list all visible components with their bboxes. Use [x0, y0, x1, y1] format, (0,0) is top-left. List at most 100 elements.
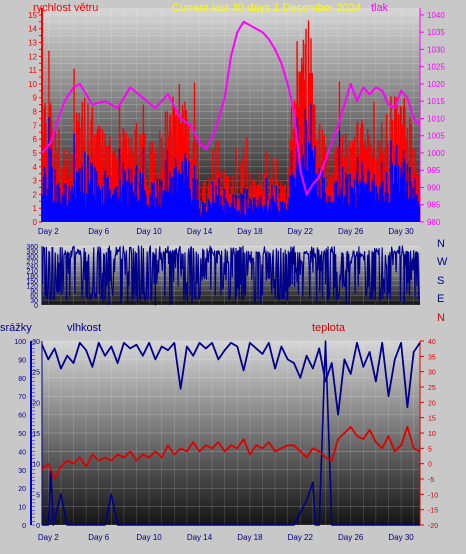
direction-tick-label: 60	[30, 293, 38, 300]
humidity-tick-label: 90	[18, 357, 26, 364]
direction-tick-label: 240	[26, 264, 38, 271]
temperature-tick-label: 25	[428, 385, 436, 392]
direction-tick-label: 300	[26, 254, 38, 261]
page-title: Current last 30 days 1 December 2024	[172, 2, 361, 14]
compass-label: N	[437, 312, 445, 324]
wind-tick-label: 8	[33, 108, 38, 117]
wind-tick-label: 5	[33, 149, 38, 158]
humidity-tick-label: 50	[18, 431, 26, 438]
humidity-tick-label: 30	[18, 468, 26, 475]
pressure-tick-label: 990	[427, 183, 441, 192]
wind-gust-series	[41, 103, 421, 222]
humidity-tick-label: 60	[18, 413, 26, 420]
wind-tick-label: 10	[28, 80, 37, 89]
wind-tick-label: 6	[33, 135, 38, 144]
x-tick-label: Day 22	[288, 533, 314, 542]
temperature-tick-label: 30	[428, 370, 436, 377]
x-tick-label: Day 14	[187, 533, 213, 542]
compass-label: E	[437, 293, 444, 305]
wind-tick-label: 15	[28, 11, 37, 20]
wind-tick-label: 9	[33, 94, 38, 103]
temperature-series	[41, 425, 421, 480]
direction-tick-label: 330	[26, 249, 38, 256]
wind-tick-label: 7	[33, 121, 38, 130]
humidity-tick-label: 0	[22, 523, 26, 530]
rain-tick-label: 20	[32, 400, 40, 407]
temperature-tick-label: -15	[428, 508, 438, 515]
temperature-tick-label: 20	[428, 400, 436, 407]
wind-tick-label: 12	[28, 52, 37, 61]
pressure-series	[41, 20, 421, 196]
pressure-tick-label: 1005	[427, 132, 445, 141]
rain-tick-label: 25	[32, 370, 40, 377]
x-tick-label: Day 26	[338, 227, 364, 236]
rain-tick-label: 5	[36, 492, 40, 499]
pressure-tick-label: 1035	[427, 28, 445, 37]
x-tick-label: Day 14	[187, 227, 213, 236]
temperature-tick-label: -10	[428, 492, 438, 499]
pressure-tick-label: 1015	[427, 97, 445, 106]
wind-tick-label: 2	[33, 190, 38, 199]
temperature-label: teplota	[312, 322, 346, 334]
temperature-tick-label: 15	[428, 416, 436, 423]
temperature-tick-label: 40	[428, 339, 436, 346]
compass-label: W	[437, 256, 448, 268]
x-tick-label: Day 6	[88, 227, 109, 236]
direction-tick-label: 120	[26, 283, 38, 290]
humidity-tick-label: 20	[18, 486, 26, 493]
humidity-series	[41, 341, 421, 416]
compass-label: N	[437, 238, 445, 250]
direction-tick-label: 30	[30, 298, 38, 305]
temperature-tick-label: 5	[428, 446, 432, 453]
pressure-label: tlak	[371, 2, 389, 14]
temperature-tick-label: -20	[428, 523, 438, 530]
rain-tick-label: 10	[32, 462, 40, 469]
direction-tick-label: 270	[26, 259, 38, 266]
x-tick-label: Day 10	[136, 227, 162, 236]
wind-tick-label: 3	[33, 177, 38, 186]
rain-series	[42, 340, 420, 526]
wind-tick-label: 14	[28, 25, 37, 34]
direction-tick-label: 180	[26, 274, 38, 281]
pressure-tick-label: 1025	[427, 63, 445, 72]
humidity-tick-label: 40	[18, 449, 26, 456]
pressure-tick-label: 985	[427, 201, 441, 210]
temperature-tick-label: -5	[428, 477, 434, 484]
x-tick-label: Day 22	[288, 227, 314, 236]
pressure-tick-label: 1030	[427, 45, 445, 54]
direction-tick-label: 150	[26, 278, 38, 285]
x-tick-label: Day 30	[388, 227, 414, 236]
wind-tick-label: 1	[33, 204, 38, 213]
humidity-tick-label: 80	[18, 376, 26, 383]
direction-tick-label: 0	[34, 303, 38, 310]
humidity-tick-label: 100	[14, 339, 26, 346]
rain-tick-label: 30	[32, 339, 40, 346]
pressure-tick-label: 1000	[427, 149, 445, 158]
humidity-label: vlhkost	[67, 322, 101, 334]
direction-tick-label: 90	[30, 288, 38, 295]
direction-tick-label: 210	[26, 269, 38, 276]
humidity-tick-label: 70	[18, 394, 26, 401]
temperature-tick-label: 0	[428, 462, 432, 469]
temperature-tick-label: 35	[428, 354, 436, 361]
direction-tick-label: 360	[26, 244, 38, 251]
x-tick-label: Day 30	[388, 533, 414, 542]
x-tick-label: Day 26	[338, 533, 364, 542]
pressure-tick-label: 1010	[427, 114, 445, 123]
pressure-tick-label: 995	[427, 166, 441, 175]
x-tick-label: Day 6	[88, 533, 109, 542]
compass-label: S	[437, 275, 444, 287]
rain-label: srážky	[0, 322, 32, 334]
rain-tick-label: 15	[32, 431, 40, 438]
x-tick-label: Day 18	[237, 227, 263, 236]
pressure-tick-label: 1040	[427, 11, 445, 20]
plot-area-3	[42, 341, 420, 525]
rain-tick-label: 0	[36, 523, 40, 530]
wind-speed-label: rychlost větru	[33, 2, 98, 14]
x-tick-label: Day 10	[136, 533, 162, 542]
wind-tick-label: 4	[33, 163, 38, 172]
wind-direction-series	[41, 245, 420, 306]
x-tick-label: Day 2	[38, 533, 59, 542]
wind-tick-label: 11	[29, 66, 38, 75]
